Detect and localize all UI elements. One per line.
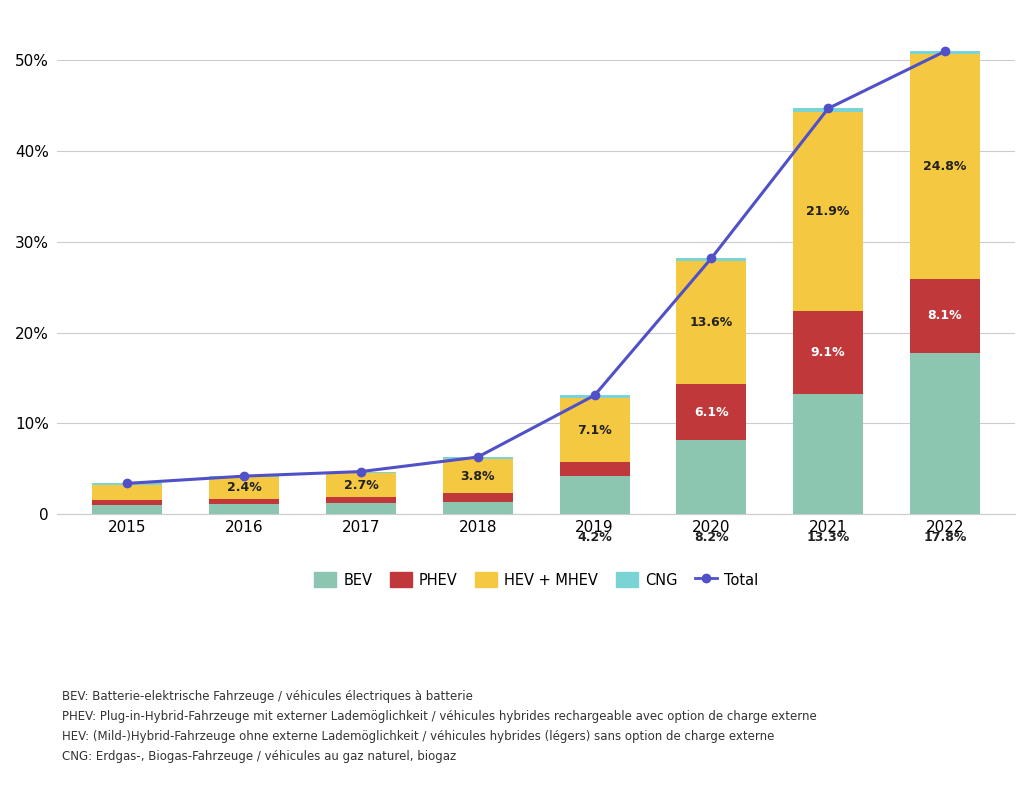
Text: 6.1%: 6.1% [694,405,728,419]
Legend: BEV, PHEV, HEV + MHEV, CNG, Total: BEV, PHEV, HEV + MHEV, CNG, Total [308,566,764,593]
Line: Total: Total [124,47,949,488]
Bar [325,497,396,504]
Bar [209,499,279,504]
Bar [677,259,747,261]
Total [822,104,834,113]
Total [354,467,367,477]
Bar [325,473,396,497]
Bar [325,504,396,514]
Bar [209,476,279,477]
Bar [209,477,279,499]
Bar [93,500,163,505]
Total [588,391,600,400]
Text: 7.1%: 7.1% [577,423,612,437]
Total [938,47,951,56]
Bar [793,311,863,393]
Bar [443,493,513,503]
Bar [443,459,513,493]
Bar [209,504,279,514]
Bar [559,396,629,398]
Total [122,479,134,488]
Text: 4.2%: 4.2% [577,531,612,543]
Bar [793,109,863,112]
Text: 9.1%: 9.1% [811,346,846,358]
Total [706,254,718,263]
Bar [559,476,629,514]
Text: BEV: Batterie-elektrische Fahrzeuge / véhicules électriques à batterie
PHEV: Plu: BEV: Batterie-elektrische Fahrzeuge / vé… [62,690,817,763]
Bar [793,393,863,514]
Bar [793,112,863,311]
Bar [677,261,747,385]
Bar [93,484,163,485]
Text: 24.8%: 24.8% [923,160,966,173]
Bar [93,505,163,514]
Text: 2.7%: 2.7% [344,479,378,492]
Bar [93,485,163,500]
Bar [677,440,747,514]
Bar [909,353,980,514]
Text: 13.3%: 13.3% [806,531,850,543]
Text: 13.6%: 13.6% [690,316,733,329]
Text: 17.8%: 17.8% [923,531,966,543]
Text: 8.2%: 8.2% [694,531,728,543]
Text: 8.1%: 8.1% [928,309,962,323]
Bar [443,457,513,459]
Total [238,471,250,481]
Bar [443,503,513,514]
Bar [909,279,980,353]
Bar [677,385,747,440]
Bar [909,52,980,54]
Bar [559,462,629,476]
Bar [559,398,629,462]
Total [472,452,484,462]
Bar [325,472,396,473]
Text: 2.4%: 2.4% [227,481,262,494]
Text: 21.9%: 21.9% [806,205,850,218]
Text: 3.8%: 3.8% [460,469,495,483]
Bar [909,54,980,279]
